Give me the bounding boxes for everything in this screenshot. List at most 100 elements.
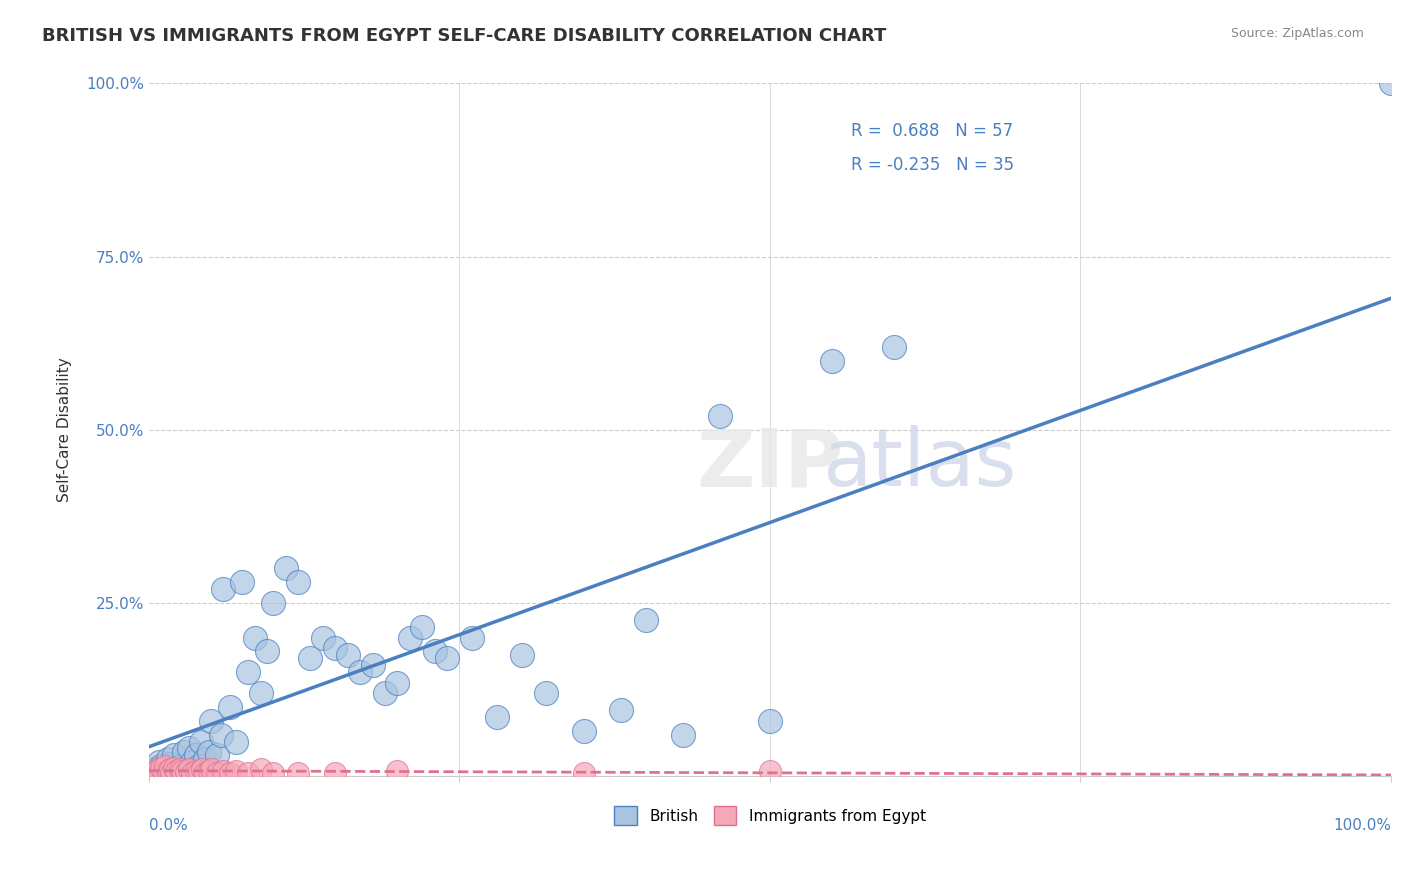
Point [218, 700, 240, 714]
Point [143, 762, 166, 776]
Point [207, 748, 229, 763]
Point [759, 714, 782, 728]
Point [181, 756, 204, 770]
Point [485, 710, 508, 724]
Point [159, 762, 181, 776]
Text: Source: ZipAtlas.com: Source: ZipAtlas.com [1230, 27, 1364, 40]
Y-axis label: Self-Care Disability: Self-Care Disability [58, 358, 72, 502]
Point [156, 764, 179, 778]
Point [150, 761, 173, 775]
Point [148, 756, 170, 770]
Point [153, 759, 176, 773]
Point [336, 648, 359, 662]
Point [374, 686, 396, 700]
Point [153, 765, 176, 780]
Text: ZIP: ZIP [696, 425, 844, 503]
Point [218, 765, 240, 780]
Point [156, 752, 179, 766]
Point [287, 765, 309, 780]
Point [160, 756, 183, 771]
Point [174, 762, 197, 776]
Point [231, 575, 253, 590]
Point [174, 765, 197, 780]
Point [225, 764, 247, 778]
Point [256, 644, 278, 658]
Point [184, 764, 207, 778]
Point [163, 748, 186, 763]
Point [262, 765, 284, 780]
Point [150, 759, 173, 773]
Point [423, 644, 446, 658]
Point [610, 703, 633, 717]
Point [160, 765, 183, 780]
Point [274, 561, 297, 575]
Point [572, 765, 595, 780]
Point [169, 762, 191, 776]
Point [759, 764, 782, 778]
Point [361, 658, 384, 673]
Point [197, 764, 219, 778]
Point [387, 764, 409, 778]
Point [1379, 77, 1402, 91]
Point [148, 767, 170, 781]
Point [709, 409, 731, 423]
Point [883, 340, 905, 354]
Point [299, 651, 322, 665]
Text: R = -0.235   N = 35: R = -0.235 N = 35 [851, 156, 1014, 174]
Point [146, 762, 169, 776]
Point [177, 741, 200, 756]
Point [212, 764, 235, 779]
Point [398, 631, 420, 645]
Point [243, 631, 266, 645]
Point [323, 640, 346, 655]
Point [143, 764, 166, 778]
Point [190, 734, 212, 748]
Point [169, 759, 191, 773]
Point [387, 675, 409, 690]
Point [191, 762, 214, 776]
Point [172, 764, 194, 778]
Point [411, 620, 433, 634]
Point [634, 613, 657, 627]
Point [262, 596, 284, 610]
Point [194, 752, 217, 766]
Point [173, 745, 195, 759]
Point [153, 765, 176, 780]
Legend: British, Immigrants from Egypt: British, Immigrants from Egypt [607, 800, 932, 831]
Point [510, 648, 533, 662]
Text: R =  0.688   N = 57: R = 0.688 N = 57 [851, 121, 1012, 139]
Point [821, 353, 844, 368]
Point [672, 728, 695, 742]
Point [249, 686, 271, 700]
Point [238, 765, 260, 780]
Point [177, 762, 200, 776]
Text: 0.0%: 0.0% [149, 818, 187, 833]
Point [207, 765, 229, 780]
Point [142, 765, 165, 780]
Point [536, 686, 558, 700]
Point [197, 745, 219, 759]
Point [349, 665, 371, 680]
Point [287, 575, 309, 590]
Point [209, 728, 232, 742]
Point [212, 582, 235, 596]
Point [163, 761, 186, 775]
Point [187, 759, 209, 773]
Point [249, 762, 271, 776]
Point [461, 631, 484, 645]
Point [323, 765, 346, 780]
Point [181, 765, 204, 780]
Point [165, 764, 187, 778]
Text: BRITISH VS IMMIGRANTS FROM EGYPT SELF-CARE DISABILITY CORRELATION CHART: BRITISH VS IMMIGRANTS FROM EGYPT SELF-CA… [42, 27, 887, 45]
Point [436, 651, 458, 665]
Point [184, 748, 207, 763]
Point [238, 665, 260, 680]
Text: atlas: atlas [823, 425, 1017, 503]
Point [187, 765, 209, 780]
Point [200, 762, 222, 776]
Point [312, 631, 335, 645]
Text: 100.0%: 100.0% [1333, 818, 1391, 833]
Point [572, 724, 595, 739]
Point [165, 764, 187, 779]
Point [200, 714, 222, 728]
